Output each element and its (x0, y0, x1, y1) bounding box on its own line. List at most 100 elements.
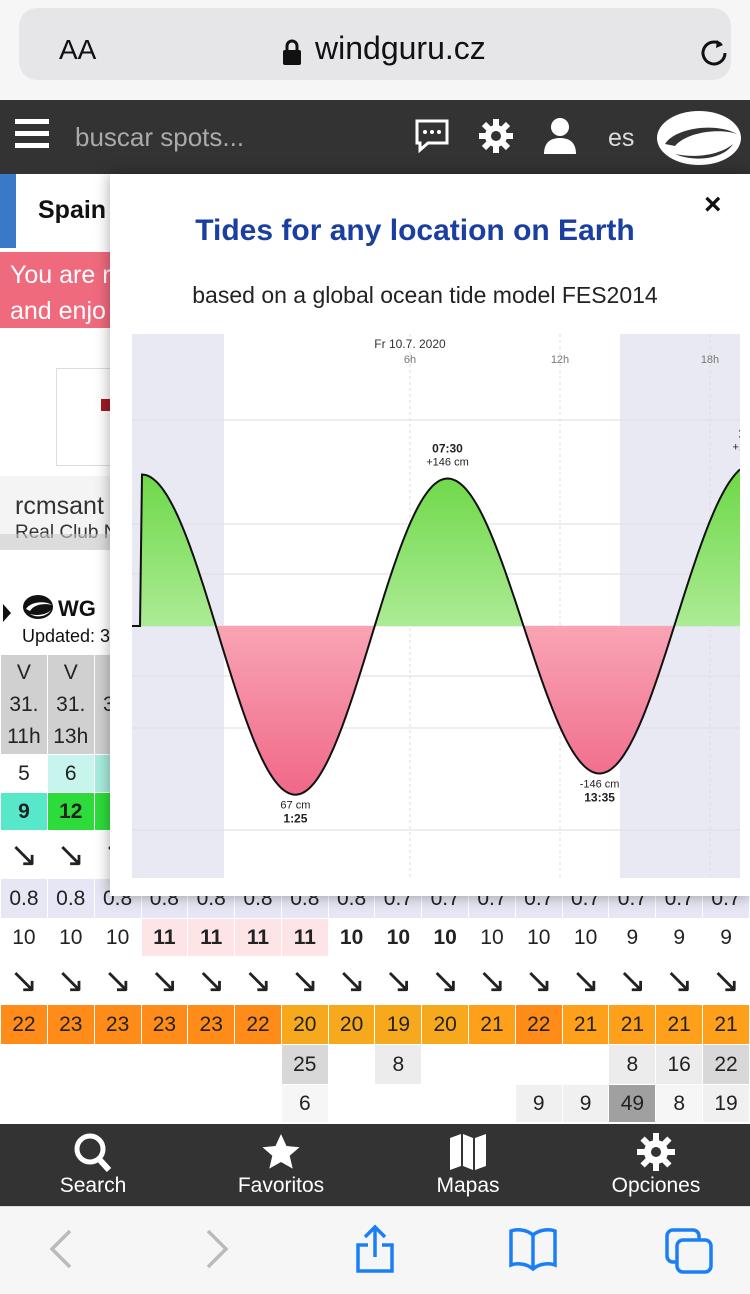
cloud-cover-cell: 9 (514, 1084, 563, 1123)
language-selector[interactable]: es (608, 124, 635, 152)
cloud-cover-cell (234, 1084, 282, 1123)
spot-country[interactable]: Spain (38, 196, 107, 224)
temperature-cell: 23 (187, 1004, 236, 1045)
wave-direction-arrow-icon: ↘ (234, 956, 282, 1005)
tabs-icon[interactable] (664, 1227, 714, 1275)
search-icon (74, 1133, 112, 1173)
site-header: buscar spots... es (0, 100, 750, 174)
tide-popup: × Tides for any location on Earth based … (110, 174, 750, 896)
back-icon[interactable] (46, 1227, 76, 1271)
map-icon (450, 1134, 486, 1170)
forward-icon[interactable] (202, 1227, 232, 1271)
url-domain[interactable]: windguru.cz (315, 30, 486, 66)
cloud-cover-cell: 19 (702, 1084, 750, 1123)
wave-period-cell: 11 (280, 918, 329, 957)
bookmarks-icon[interactable] (508, 1227, 558, 1271)
cloud-cover-cell (93, 1044, 142, 1085)
temperature-cell: 23 (140, 1004, 189, 1045)
lock-icon (283, 39, 301, 65)
updated-label: Updated: 3 (22, 626, 111, 646)
reload-icon[interactable] (697, 36, 731, 70)
wave-direction-arrow-icon: ↘ (702, 956, 750, 1005)
temperature-cell: 21 (655, 1004, 704, 1045)
gear-icon[interactable] (478, 118, 514, 154)
expand-arrow-icon[interactable] (3, 604, 11, 622)
cloud-cover-cell (93, 1084, 142, 1123)
cloud-cover-cell: 9 (561, 1084, 610, 1123)
high-tide-value: +161 cm (733, 441, 741, 453)
close-icon[interactable]: × (704, 188, 722, 221)
chart-date-label: Fr 10.7. 2020 (374, 337, 446, 351)
x-tick-label: 12h (551, 354, 569, 366)
date-part: V (16, 660, 31, 684)
temperature-cell: 22 (514, 1004, 563, 1045)
cloud-cover-cell (327, 1084, 376, 1123)
cloud-cover-cell (234, 1044, 282, 1085)
wave-period-cell: 11 (140, 918, 189, 957)
user-icon[interactable] (543, 116, 577, 154)
cloud-cover-cell (327, 1044, 376, 1085)
model-name: WG (58, 596, 96, 621)
wave-direction-arrow-icon: ↘ (421, 956, 470, 1005)
wave-direction-arrow-icon: ↘ (608, 956, 657, 1005)
high-tide-time: 19:45 (738, 426, 740, 440)
nav-maps[interactable]: Mapas (393, 1124, 543, 1206)
wave-period-cell: 10 (327, 918, 376, 957)
tide-curve (132, 468, 740, 796)
date-part: 13h (53, 724, 89, 748)
wave-period-cell: 10 (421, 918, 470, 957)
cloud-cover-cell: 8 (374, 1044, 423, 1085)
forecast-date-cell: V 31. 13h (46, 654, 95, 755)
menu-icon[interactable] (15, 119, 49, 153)
wave-direction-arrow-icon: ↘ (374, 956, 423, 1005)
nav-favorites[interactable]: Favoritos (206, 1124, 356, 1206)
wave-cell: 6 (46, 754, 95, 793)
bottom-nav: Search Favoritos Mapas Opciones (0, 1124, 750, 1206)
spot-name: rcmsant (15, 492, 104, 520)
gear-icon (637, 1133, 675, 1171)
wave-period-cell: 9 (655, 918, 704, 957)
alert-line-1: You are r (10, 261, 111, 289)
cloud-cover-cell (421, 1044, 470, 1085)
temperature-cell: 22 (234, 1004, 282, 1045)
spot-search-input[interactable]: buscar spots... (75, 122, 245, 152)
browser-toolbar (0, 1206, 750, 1294)
temperature-cell: 22 (0, 1004, 48, 1045)
tide-chart: Fr 10.7. 20206h12h18h0h67 cm1:2507:30+14… (132, 334, 740, 878)
wave-direction-arrow-icon: ↘ (514, 956, 563, 1005)
temperature-cell: 21 (608, 1004, 657, 1045)
wave-direction-arrow-icon: ↘ (187, 956, 236, 1005)
nav-search[interactable]: Search (18, 1124, 168, 1206)
cloud-cover-cell: 25 (280, 1044, 329, 1085)
address-bar[interactable]: AA windguru.cz (19, 8, 731, 80)
popup-subtitle: based on a global ocean tide model FES20… (192, 282, 658, 308)
cloud-cover-cell (140, 1084, 189, 1123)
share-icon[interactable] (354, 1223, 396, 1275)
windguru-logo[interactable] (655, 108, 743, 168)
cloud-cover-cell: 16 (655, 1044, 704, 1085)
wave-direction-arrow-icon: ↘ (0, 956, 48, 1005)
cloud-cover-cell (187, 1044, 236, 1085)
wave-period-cell: 11 (234, 918, 282, 957)
cloud-cover-cell: 49 (608, 1084, 657, 1123)
model-header: WG Updated: 3 (0, 578, 750, 648)
date-part: V (63, 660, 78, 684)
cloud-cover-cell (46, 1044, 95, 1085)
high-tide-time: 07:30 (432, 442, 463, 456)
nav-options[interactable]: Opciones (581, 1124, 731, 1206)
cloud-cover-cell: 22 (702, 1044, 750, 1085)
text-size-button[interactable]: AA (59, 34, 97, 65)
date-part: 31. (56, 692, 86, 716)
wave-period-cell: 10 (514, 918, 563, 957)
nav-favorites-label: Favoritos (237, 1174, 325, 1197)
temperature-cell: 20 (327, 1004, 376, 1045)
wave-period-cell: 9 (702, 918, 750, 957)
temperature-cell: 19 (374, 1004, 423, 1045)
wave-direction-arrow-icon: ↘ (140, 956, 189, 1005)
temperature-cell: 20 (421, 1004, 470, 1045)
cloud-cover-cell (0, 1084, 48, 1123)
chat-icon[interactable] (414, 118, 450, 154)
cloud-cover-cell: 8 (655, 1084, 704, 1123)
wave-height-cell: 0.8 (46, 878, 95, 919)
date-part: 11h (7, 724, 41, 748)
